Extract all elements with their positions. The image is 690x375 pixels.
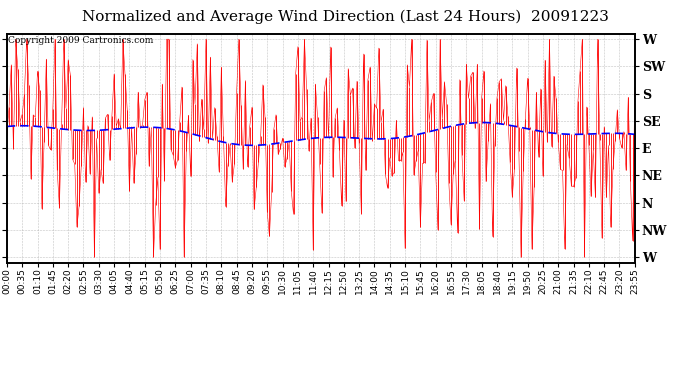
Text: Normalized and Average Wind Direction (Last 24 Hours)  20091223: Normalized and Average Wind Direction (L… [81, 9, 609, 24]
Text: Copyright 2009 Cartronics.com: Copyright 2009 Cartronics.com [8, 36, 154, 45]
